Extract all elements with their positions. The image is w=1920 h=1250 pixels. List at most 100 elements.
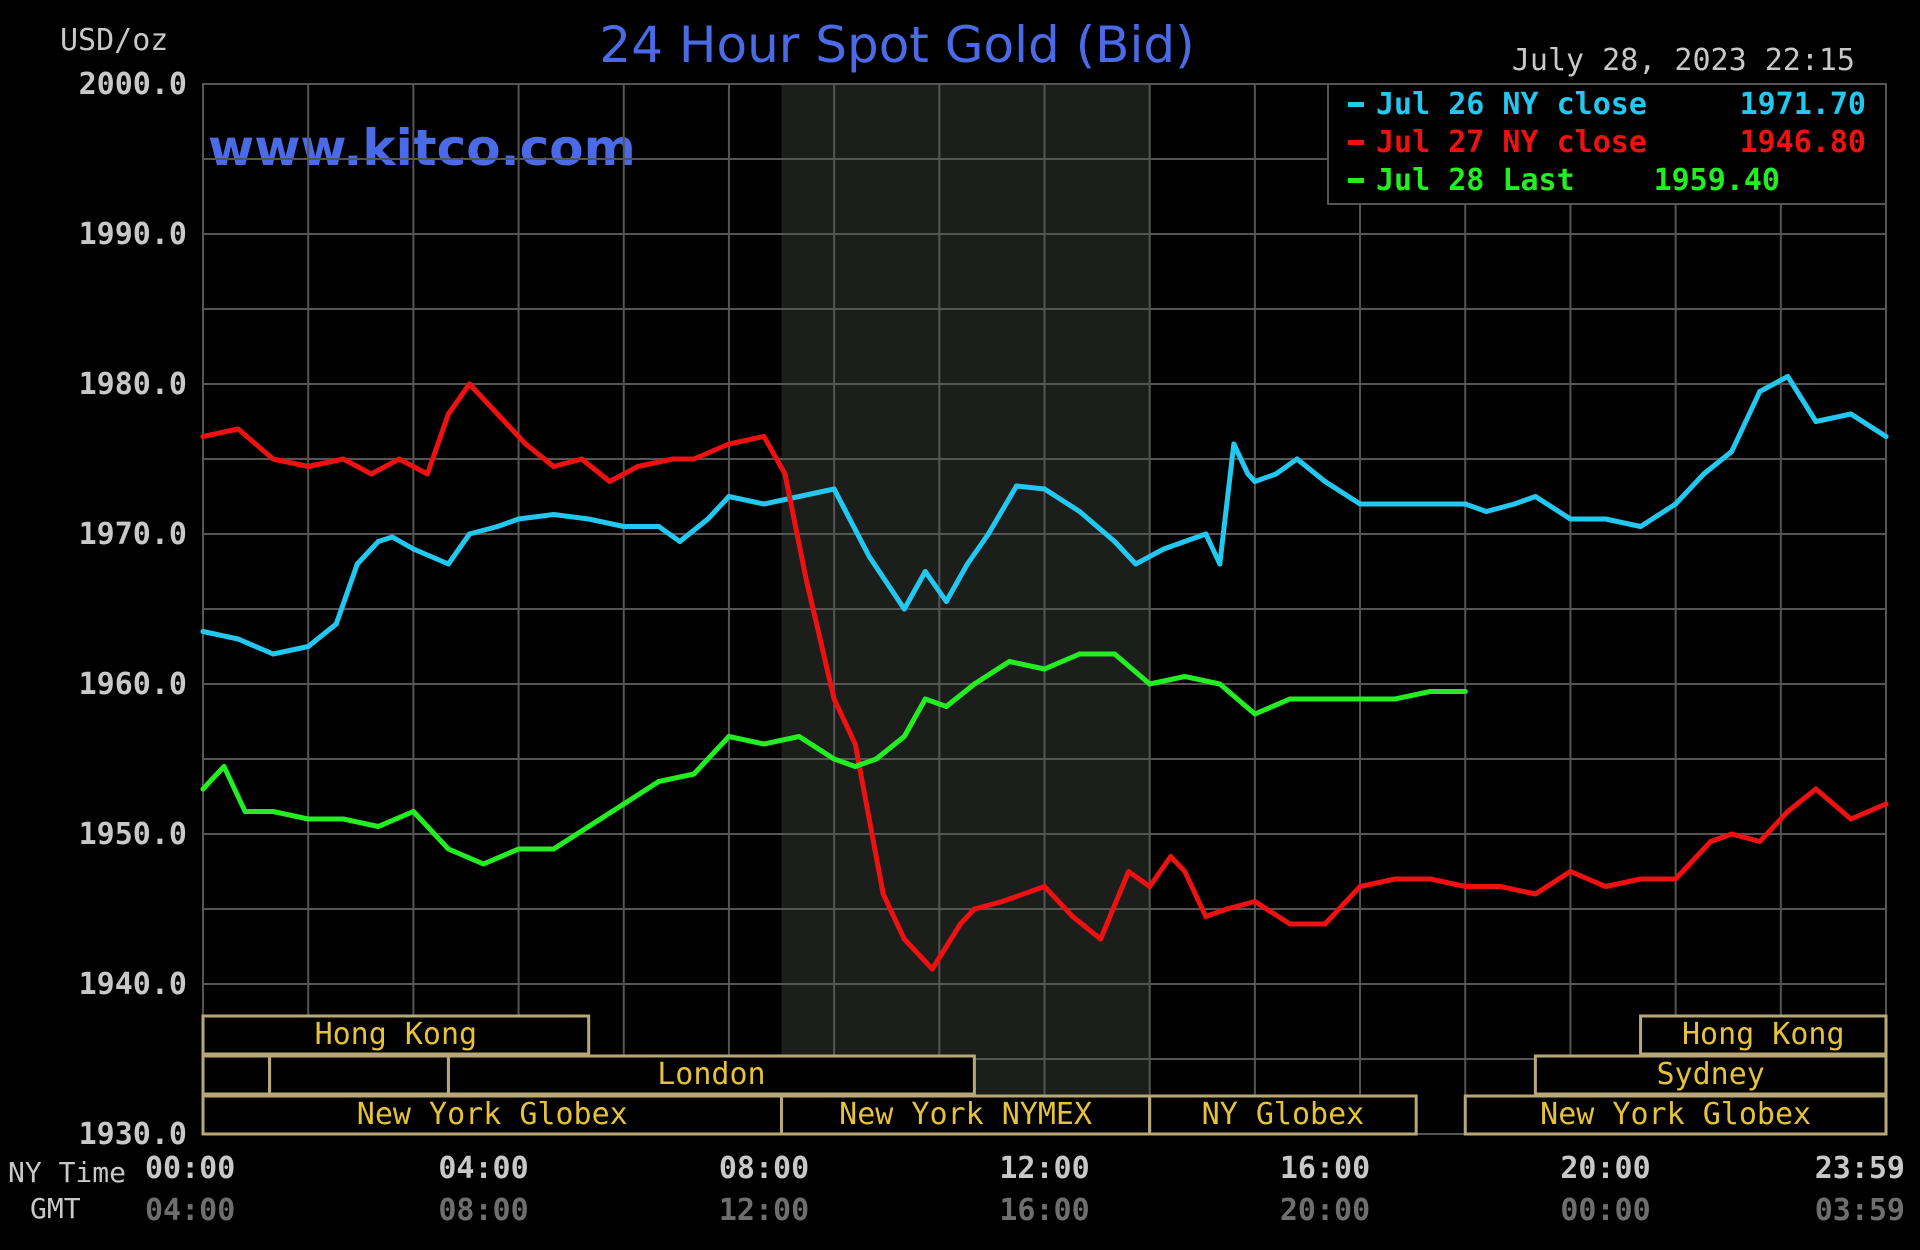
data-point	[1357, 501, 1363, 507]
session-box: New York NYMEX	[780, 1094, 1152, 1136]
data-point	[1203, 914, 1209, 919]
series-line	[200, 651, 1468, 867]
session-box: NY Globex	[1148, 1094, 1418, 1136]
data-point	[1532, 494, 1538, 499]
data-point	[1708, 839, 1714, 844]
data-point	[1042, 666, 1047, 672]
data-point	[1322, 696, 1328, 702]
data-point	[466, 381, 472, 387]
data-point	[1217, 561, 1223, 567]
data-point	[1392, 501, 1398, 507]
data-point	[1182, 539, 1188, 544]
data-point	[726, 441, 732, 447]
data-point	[1462, 689, 1468, 694]
data-point	[1357, 696, 1363, 702]
x-tick-label-ny: 00:00	[145, 1151, 235, 1186]
session-box	[268, 1054, 450, 1096]
data-point	[971, 906, 977, 912]
data-point	[1252, 479, 1258, 484]
data-point	[1392, 696, 1398, 702]
data-point	[551, 464, 557, 469]
timestamp: July 28, 2023 22:15	[1512, 43, 1855, 78]
data-point	[1203, 531, 1209, 537]
session-box-frame	[268, 1054, 450, 1096]
data-point	[761, 741, 767, 747]
legend-item: Jul 26 NY close 1971.70	[1348, 87, 1866, 122]
data-point	[964, 561, 970, 567]
data-point	[1294, 456, 1300, 462]
legend-item: Jul 28 Last 1959.40	[1348, 163, 1780, 198]
data-point	[466, 531, 472, 537]
session-box-frame	[201, 1094, 784, 1136]
session-box: Hong Kong	[201, 1014, 591, 1056]
data-point	[1883, 434, 1889, 439]
data-point	[200, 629, 206, 634]
data-point	[235, 636, 241, 642]
data-point	[200, 434, 206, 439]
data-point	[221, 764, 227, 769]
session-label: New York Globex	[357, 1097, 628, 1132]
data-point	[1252, 711, 1258, 717]
y-tick-label: 2000.0	[79, 67, 187, 102]
session-box: New York Globex	[201, 1094, 784, 1136]
data-point	[523, 441, 529, 447]
series-3	[200, 651, 1468, 867]
data-point	[1042, 486, 1047, 492]
data-point	[305, 644, 311, 649]
data-point	[586, 516, 592, 522]
data-point	[1070, 914, 1076, 919]
data-point	[410, 809, 416, 814]
session-box: Sydney	[1533, 1054, 1888, 1096]
x-tick-label-ny: 16:00	[1280, 1151, 1370, 1186]
series-2	[200, 381, 1889, 972]
data-point	[691, 456, 697, 462]
session-box-frame	[201, 1014, 591, 1056]
data-point	[796, 494, 802, 499]
data-point	[1322, 479, 1328, 484]
data-point	[880, 891, 886, 897]
session-label: New York NYMEX	[839, 1097, 1092, 1132]
data-point	[1427, 501, 1433, 507]
data-point	[782, 471, 788, 477]
y-axis-unit-label: USD/oz	[60, 23, 168, 58]
data-point	[621, 801, 627, 807]
data-point	[410, 546, 416, 552]
data-point	[1077, 651, 1083, 657]
data-point	[481, 861, 486, 867]
data-point	[551, 512, 557, 517]
legend-label: Jul 26 NY close	[1376, 87, 1647, 122]
data-point	[270, 456, 276, 462]
data-point	[796, 734, 802, 739]
data-point	[1567, 516, 1573, 522]
data-point	[1603, 884, 1608, 889]
data-point	[1638, 524, 1644, 529]
data-point	[901, 936, 907, 942]
data-point	[270, 651, 276, 657]
data-point	[354, 561, 360, 567]
data-point	[761, 501, 767, 507]
data-point	[340, 456, 346, 462]
data-point	[1147, 884, 1153, 889]
data-point	[1785, 374, 1791, 379]
data-point	[389, 534, 395, 540]
data-point	[1013, 483, 1019, 489]
data-point	[1042, 884, 1047, 889]
data-point	[551, 846, 557, 852]
data-point	[985, 531, 991, 537]
data-point	[1245, 471, 1251, 477]
data-point	[1322, 921, 1328, 927]
session-box: London	[446, 1054, 976, 1096]
x-tick-label-gmt: 00:00	[1560, 1193, 1650, 1228]
data-point	[691, 771, 697, 777]
x-tick-label-gmt: 12:00	[719, 1193, 809, 1228]
data-point	[1133, 561, 1139, 567]
session-label: Hong Kong	[1682, 1017, 1845, 1052]
legend-swatch	[1348, 102, 1364, 107]
data-point	[1848, 411, 1854, 417]
data-point	[803, 576, 809, 582]
data-point	[1532, 891, 1538, 897]
session-box	[201, 1054, 272, 1096]
data-point	[831, 486, 837, 492]
data-point	[1729, 831, 1735, 837]
